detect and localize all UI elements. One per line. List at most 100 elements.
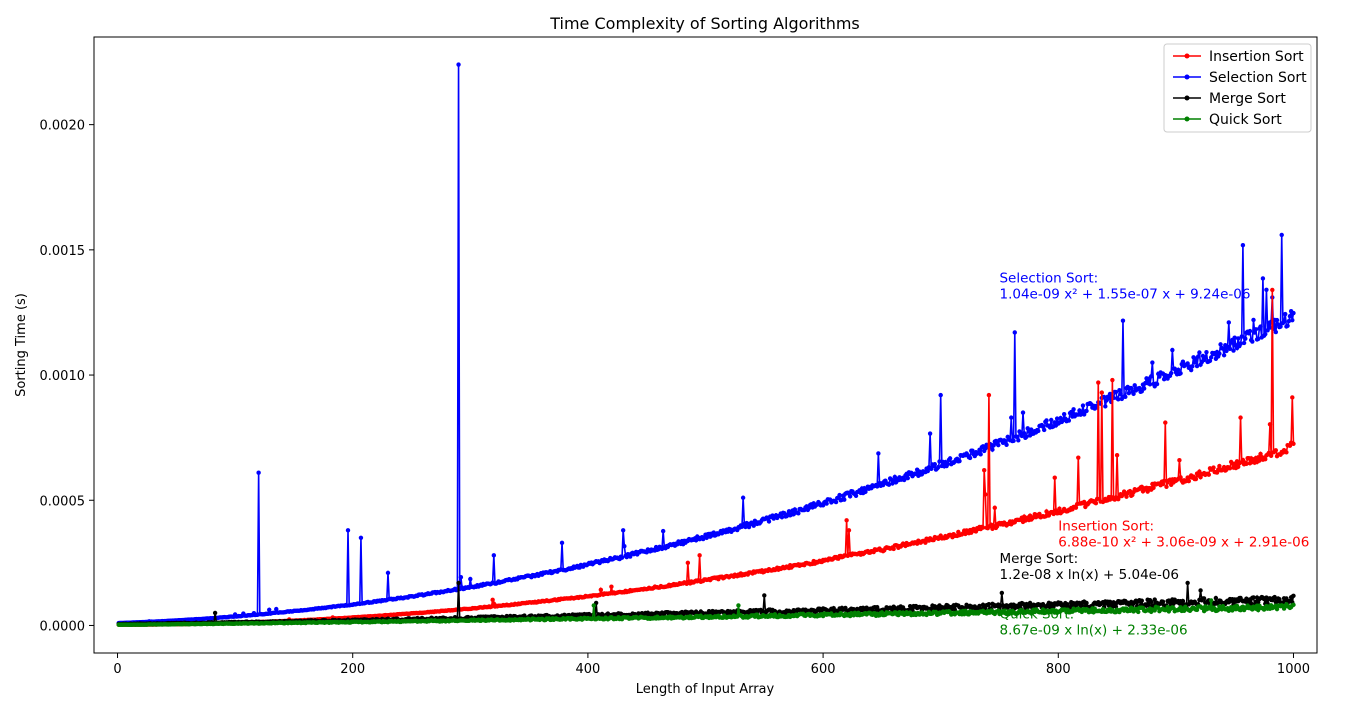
- series-layer: [116, 62, 1296, 628]
- legend-box: [1163, 43, 1312, 133]
- data-point: [1291, 310, 1296, 316]
- series-points-quick-sort: [116, 598, 1296, 628]
- data-point: [983, 492, 988, 497]
- data-point: [1080, 403, 1086, 408]
- data-point: [1248, 601, 1254, 606]
- data-point: [902, 477, 907, 483]
- data-point: [1093, 501, 1099, 506]
- data-point: [1178, 475, 1183, 480]
- data-point: [1139, 598, 1144, 603]
- data-point: [1224, 348, 1229, 354]
- data-point: [1096, 380, 1101, 385]
- annotation-formula: 1.2e-08 x ln(x) + 5.04e-06: [999, 567, 1179, 583]
- data-point: [963, 531, 968, 537]
- data-point: [1253, 327, 1259, 332]
- data-point: [704, 535, 709, 541]
- annotation-formula: 1.04e-09 x² + 1.55e-07 x + 9.24e-06: [999, 286, 1250, 302]
- data-point: [1284, 450, 1289, 455]
- data-point: [1178, 371, 1183, 376]
- data-point: [1164, 484, 1169, 489]
- data-point: [468, 576, 473, 582]
- data-point: [1227, 466, 1233, 471]
- data-point: [1270, 287, 1275, 293]
- data-point: [1267, 422, 1273, 427]
- data-point: [1281, 319, 1287, 324]
- data-point: [1236, 464, 1241, 469]
- data-point: [1163, 420, 1168, 425]
- data-point: [945, 461, 950, 467]
- data-point: [932, 462, 938, 467]
- data-point: [1197, 350, 1202, 355]
- data-point: [1136, 609, 1141, 615]
- data-point: [1011, 438, 1016, 444]
- data-point: [1185, 361, 1190, 366]
- data-point: [1003, 439, 1008, 444]
- data-point: [991, 443, 996, 448]
- data-point: [947, 456, 953, 461]
- data-point: [456, 580, 461, 586]
- data-point: [1160, 481, 1166, 487]
- y-tick-label: 0.0005: [40, 494, 86, 509]
- data-point: [1274, 606, 1280, 612]
- data-point: [992, 505, 997, 510]
- data-point: [1227, 346, 1233, 352]
- data-point: [1071, 407, 1076, 412]
- data-point: [256, 470, 261, 475]
- legend-label: Selection Sort: [1209, 70, 1307, 86]
- data-point: [1273, 448, 1279, 453]
- data-point: [1016, 438, 1021, 443]
- data-point: [736, 603, 741, 608]
- data-point: [999, 590, 1005, 596]
- data-point: [1103, 404, 1108, 409]
- data-point: [1268, 453, 1274, 458]
- data-point: [1084, 408, 1089, 414]
- legend-label: Merge Sort: [1209, 91, 1286, 107]
- data-point: [1180, 359, 1186, 364]
- data-point: [1057, 506, 1062, 511]
- data-point: [925, 468, 930, 474]
- data-point: [1180, 598, 1186, 604]
- data-point: [212, 610, 218, 616]
- data-point: [1263, 456, 1268, 462]
- data-point: [491, 553, 497, 558]
- data-point: [1148, 599, 1154, 605]
- annotation-formula: 6.88e-10 x² + 3.06e-09 x + 2.91e-06: [1058, 534, 1309, 550]
- data-point: [1014, 434, 1020, 439]
- data-point: [559, 540, 565, 546]
- data-point: [996, 608, 1001, 613]
- x-tick-label: 800: [1046, 662, 1071, 677]
- data-point: [1232, 335, 1237, 340]
- data-point: [1168, 370, 1174, 376]
- data-point: [1120, 318, 1126, 323]
- data-point: [1287, 314, 1293, 319]
- data-point: [1291, 593, 1296, 599]
- data-point: [1114, 452, 1120, 458]
- data-point: [874, 484, 880, 489]
- data-point: [1240, 242, 1246, 248]
- data-point: [846, 528, 852, 533]
- data-point: [1084, 600, 1089, 606]
- data-point: [1273, 329, 1279, 335]
- legend-swatch-marker: [1184, 53, 1190, 59]
- data-point: [609, 584, 614, 589]
- data-point: [847, 494, 853, 499]
- data-point: [977, 603, 982, 609]
- data-point: [1157, 374, 1162, 379]
- data-point: [1110, 377, 1115, 383]
- data-point: [844, 518, 849, 523]
- data-point: [1208, 355, 1214, 360]
- data-point: [1116, 397, 1121, 402]
- data-point: [1161, 377, 1167, 382]
- x-tick-label: 400: [575, 662, 600, 677]
- data-point: [927, 431, 933, 436]
- series-points-selection-sort: [116, 62, 1296, 626]
- data-point: [957, 458, 962, 464]
- annotation-label: Quick Sort:: [999, 606, 1074, 622]
- data-point: [1150, 360, 1155, 365]
- data-point: [1004, 442, 1009, 447]
- data-point: [1206, 472, 1212, 477]
- data-point: [986, 392, 992, 398]
- data-point: [886, 482, 892, 487]
- data-point: [1049, 417, 1054, 423]
